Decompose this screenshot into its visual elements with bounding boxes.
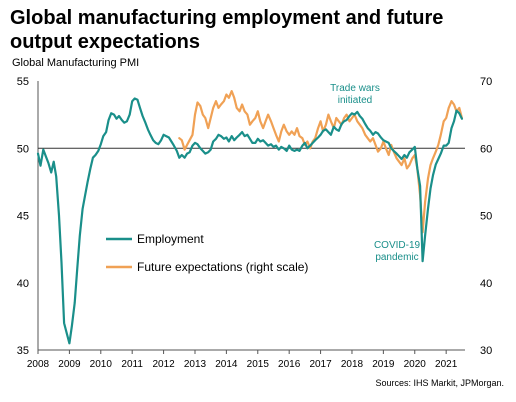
legend-label-employment: Employment [137,232,204,246]
x-tick-label-2012: 2012 [152,359,175,370]
x-tick-label-2010: 2010 [90,359,113,370]
y-left-tick-label-45: 45 [17,211,29,223]
x-tick-label-2011: 2011 [121,359,143,370]
x-tick-label-2021: 2021 [435,359,458,370]
y-left-tick-label-50: 50 [17,143,29,155]
y-right-tick-label-50: 50 [480,211,492,223]
y-right-tick-label-30: 30 [480,345,492,357]
x-tick-label-2020: 2020 [404,359,427,370]
source-note: Sources: IHS Markit, JPMorgan. [375,378,504,388]
x-tick-label-2018: 2018 [341,359,364,370]
series-line-employment [36,97,463,345]
x-tick-label-2008: 2008 [27,359,50,370]
series-line-future-expectations [178,90,463,234]
y-right-tick-label-60: 60 [480,143,492,155]
annotation-trade-wars-line-1: Trade wars [330,83,380,94]
x-tick-label-2014: 2014 [215,359,238,370]
x-tick-label-2015: 2015 [247,359,270,370]
y-left-tick-label-55: 55 [17,76,29,88]
y-right-tick-label-70: 70 [480,76,492,88]
left-axis-label: Global Manufacturing PMI [12,57,140,69]
annotation-trade-wars-line-2: initiated [338,95,372,106]
y-left-tick-label-35: 35 [17,345,29,357]
y-right-tick-label-40: 40 [480,278,492,290]
annotation-covid-19-line-2: pandemic [375,252,418,263]
chart-title: Global manufacturing employment and futu… [10,7,444,53]
x-tick-label-2013: 2013 [184,359,207,370]
annotation-covid-19-line-1: COVID-19 [374,240,421,251]
x-tick-label-2019: 2019 [372,359,395,370]
x-tick-label-2017: 2017 [309,359,332,370]
y-left-tick-label-40: 40 [17,278,29,290]
x-tick-label-2009: 2009 [58,359,81,370]
x-tick-label-2016: 2016 [278,359,301,370]
legend-label-future-expectations: Future expectations (right scale) [137,260,308,274]
